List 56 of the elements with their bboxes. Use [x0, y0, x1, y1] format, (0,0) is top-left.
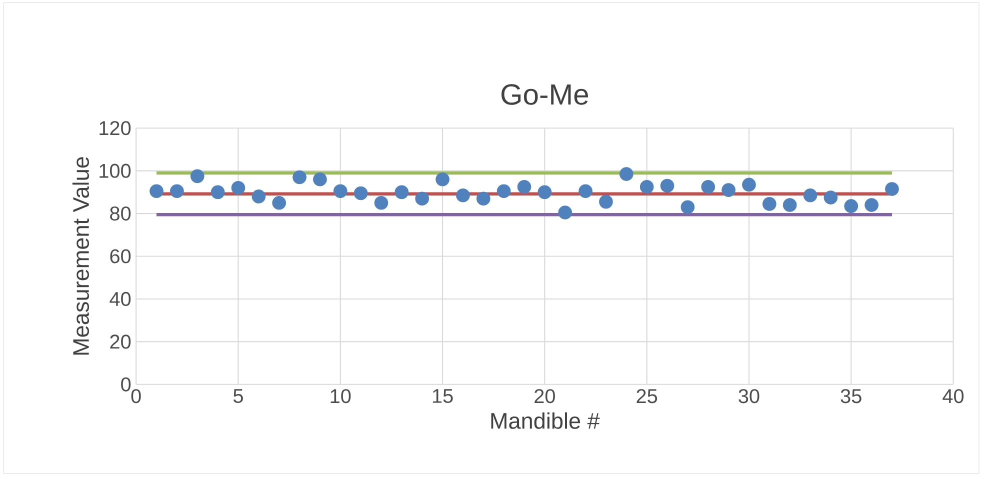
- x-tick-label: 35: [840, 389, 862, 404]
- point: [231, 181, 246, 195]
- y-tick-label: 60: [110, 249, 131, 264]
- point: [885, 182, 899, 196]
- point: [722, 183, 736, 197]
- point: [844, 199, 858, 213]
- point: [660, 178, 674, 193]
- point: [701, 180, 716, 194]
- point: [190, 169, 204, 184]
- point: [150, 184, 164, 198]
- x-tick-label: 15: [432, 389, 453, 403]
- x-tick-label: 10: [330, 389, 351, 404]
- point: [680, 200, 695, 214]
- point: [599, 194, 613, 209]
- x-tick-label: 40: [942, 389, 964, 404]
- chart-title: Go-Me: [501, 84, 588, 105]
- point: [354, 186, 368, 200]
- point: [313, 172, 327, 186]
- point: [456, 188, 470, 202]
- y-tick-label: 20: [110, 334, 131, 349]
- point: [292, 170, 306, 184]
- point: [333, 184, 348, 198]
- point: [272, 196, 286, 210]
- x-axis-title: Mandible #: [491, 412, 600, 429]
- point: [558, 206, 572, 220]
- point: [619, 167, 634, 181]
- x-tick-label: 5: [233, 389, 243, 403]
- point: [742, 178, 756, 192]
- y-axis-title: Measurement Value: [72, 157, 90, 355]
- x-tick-label: 20: [534, 389, 555, 404]
- point: [538, 185, 552, 200]
- point: [415, 192, 430, 206]
- x-tick-label: 30: [738, 389, 760, 404]
- point: [803, 188, 818, 202]
- point: [436, 172, 450, 186]
- point: [578, 184, 592, 198]
- x-tick-label: 25: [636, 389, 658, 404]
- point: [864, 198, 878, 212]
- point: [762, 197, 776, 211]
- y-tick-label: 0: [121, 377, 131, 392]
- x-tick-label: 0: [131, 389, 141, 404]
- point: [394, 185, 409, 200]
- point: [782, 198, 797, 212]
- y-tick-label: 40: [110, 292, 131, 306]
- point: [640, 180, 654, 194]
- y-tick-label: 120: [100, 121, 131, 136]
- point: [210, 185, 225, 200]
- point: [170, 184, 184, 198]
- y-tick-label: 100: [100, 164, 131, 178]
- y-tick-label: 80: [110, 206, 131, 221]
- point: [252, 190, 266, 204]
- point: [374, 196, 388, 210]
- point: [496, 184, 511, 198]
- point: [824, 190, 838, 204]
- point: [476, 192, 490, 206]
- point: [517, 180, 532, 194]
